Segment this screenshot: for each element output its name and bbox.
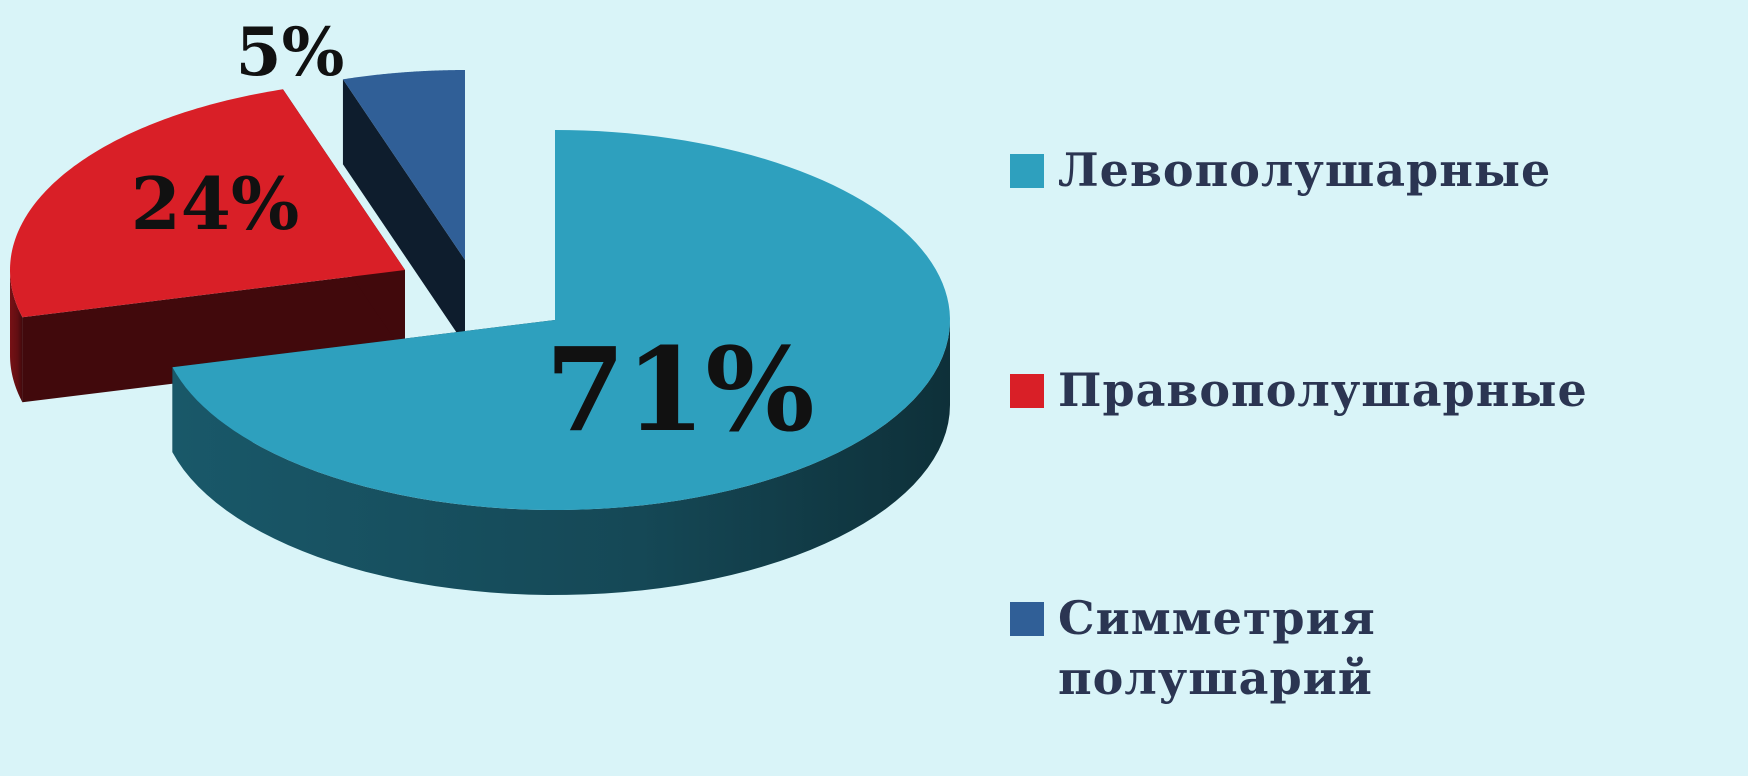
chart: 71% 24% 5% <box>10 13 950 595</box>
value-label: 71% <box>545 323 814 458</box>
slice-side <box>10 270 23 403</box>
slice-side <box>342 79 465 346</box>
value-label: 24% <box>131 161 300 246</box>
value-label: 5% <box>236 13 345 91</box>
legend-label: Симметрия полушарий <box>1058 591 1376 705</box>
legend-swatch <box>1010 154 1044 188</box>
legend-swatch <box>1010 374 1044 408</box>
legend-label: Левополушарные <box>1058 143 1552 197</box>
legend-item: Левополушарные <box>1010 140 1570 200</box>
legend: Левополушарные Правополушарные Симметрия п… <box>1010 0 1730 776</box>
legend-label: Правополушарные <box>1058 363 1588 417</box>
slice <box>342 70 465 260</box>
slice <box>172 130 950 510</box>
legend-swatch <box>1010 602 1044 636</box>
legend-item: Симметрия полушарий <box>1010 588 1570 708</box>
slice <box>10 89 405 318</box>
slice-side <box>22 270 406 403</box>
slice-side <box>172 320 950 595</box>
legend-item: Правополушарные <box>1010 360 1587 420</box>
